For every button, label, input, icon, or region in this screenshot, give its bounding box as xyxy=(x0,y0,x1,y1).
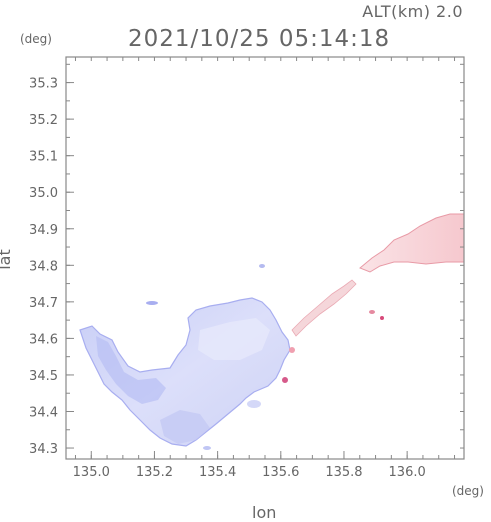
echo-region-east xyxy=(359,213,464,273)
echo-speck-east-1 xyxy=(259,264,265,268)
echo-speck-east-3 xyxy=(380,316,384,320)
x-tick-label: 136.0 xyxy=(389,465,426,480)
echo-region-west-south xyxy=(160,410,210,444)
x-tick-label: 135.4 xyxy=(199,465,236,480)
x-axis-label: lon xyxy=(252,503,277,522)
x-tick-label: 135.0 xyxy=(73,465,110,480)
echo-speck-west-3 xyxy=(203,446,211,450)
y-tick-label: 35.2 xyxy=(29,113,58,128)
y-tick-label: 35.3 xyxy=(29,77,58,92)
y-tick-label: 35.0 xyxy=(29,186,58,201)
echo-speck-east-2 xyxy=(369,310,375,314)
echo-speck-west-2 xyxy=(247,400,261,408)
echo-region-strip xyxy=(291,279,357,337)
echo-speck-east-5 xyxy=(282,377,288,383)
y-tick-label: 34.5 xyxy=(29,369,58,384)
echo-speck-east-4 xyxy=(289,347,295,353)
echo-speck-west-1 xyxy=(146,301,158,305)
echo-regions xyxy=(79,213,464,450)
y-axis-ticks: 35.3 35.2 35.1 35.0 34.9 34.8 34.7 34.6 34.5 34.4… xyxy=(29,63,464,457)
y-tick-label: 34.9 xyxy=(29,223,58,238)
x-axis-unit: (deg) xyxy=(452,484,484,498)
y-tick-label: 35.1 xyxy=(29,150,58,165)
altitude-label: ALT(km) 2.0 xyxy=(362,2,463,21)
observation-datetime: 2021/10/25 05:14:18 xyxy=(128,26,391,52)
echo-region-west-core xyxy=(96,336,166,404)
echo-region-west-shading xyxy=(198,318,270,360)
y-tick-label: 34.6 xyxy=(29,332,58,347)
y-tick-label: 34.3 xyxy=(29,442,58,457)
y-tick-label: 34.7 xyxy=(29,296,58,311)
x-tick-label: 135.6 xyxy=(262,465,299,480)
x-tick-label: 135.2 xyxy=(136,465,173,480)
x-axis-ticks: 135.0 135.2 135.4 135.6 135.8 136.0 xyxy=(73,57,456,480)
x-tick-label: 135.8 xyxy=(325,465,362,480)
y-tick-label: 34.8 xyxy=(29,259,58,274)
y-axis-unit: (deg) xyxy=(20,32,52,46)
y-tick-label: 34.4 xyxy=(29,405,58,420)
